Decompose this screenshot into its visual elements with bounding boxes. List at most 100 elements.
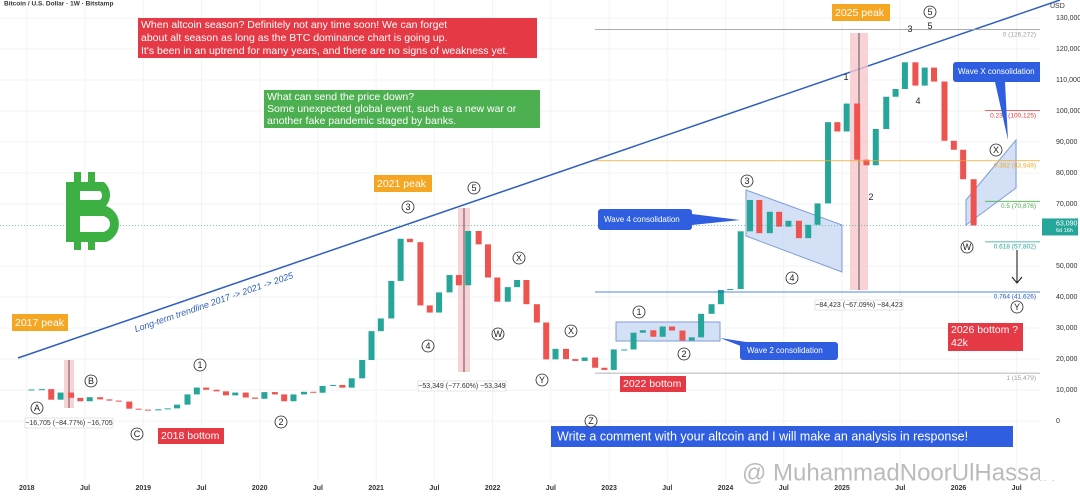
x-tick-label: 2024 [718, 485, 734, 492]
candle [514, 280, 521, 288]
candle [446, 275, 453, 293]
y-tick-label: 100,000 [1056, 108, 1080, 115]
y-tick-label: 120,000 [1056, 46, 1080, 53]
wave-circle [989, 143, 1003, 157]
wave-circle [1010, 300, 1024, 314]
candle [872, 128, 879, 166]
candle [417, 242, 424, 306]
x-tick-label: Jul [313, 485, 323, 492]
candle [650, 330, 657, 337]
note-text: about alt season as long as the BTC domi… [141, 32, 447, 44]
wave-label: Y [539, 375, 545, 385]
fib-label: 0.764 (41,626) [994, 294, 1036, 301]
bottom-box [948, 323, 1023, 351]
wave-label: 1 [197, 360, 202, 370]
candle [601, 367, 608, 370]
candle [552, 348, 559, 360]
wave-label: 3 [744, 176, 749, 186]
candle [523, 280, 530, 305]
candle [68, 392, 75, 398]
candle [572, 359, 579, 361]
x-tick-label: 2020 [252, 485, 268, 492]
candle [174, 404, 181, 409]
x-tick-label: Jul [546, 485, 556, 492]
wave-label: C [134, 429, 141, 439]
forecast-arrow [1011, 276, 1023, 284]
x-tick-label: 2022 [485, 485, 501, 492]
candle [290, 394, 297, 402]
wave-label: 5 [471, 183, 476, 193]
consolidation-box [740, 342, 838, 360]
candle [339, 384, 346, 388]
y-tick-label: 110,000 [1056, 77, 1080, 84]
candle [883, 96, 890, 129]
pointer [720, 338, 746, 348]
fib-label: 0.382 (83,949) [994, 162, 1036, 169]
candle [960, 149, 967, 180]
candle [814, 203, 821, 225]
y-tick-label: 20,000 [1056, 356, 1078, 363]
candle [397, 238, 404, 281]
wave-label: B [88, 376, 94, 386]
peak-label: 2017 peak [15, 317, 65, 329]
fib-label: 1 (15,479) [1006, 375, 1036, 382]
wave-circle [30, 401, 44, 415]
candle [921, 67, 928, 86]
note-box [264, 90, 540, 128]
candle [592, 357, 599, 368]
wave-circle [740, 174, 754, 188]
candle [941, 81, 948, 141]
candle [639, 330, 646, 333]
candle [931, 67, 938, 82]
candle [271, 392, 278, 395]
peak-label: 2021 peak [377, 178, 427, 190]
wave-circle [421, 339, 435, 353]
peak-box [832, 4, 890, 21]
wave-label: Z [588, 416, 594, 426]
candle [465, 231, 472, 286]
bottom-label: 2018 bottom [161, 430, 220, 442]
x-tick-label: Jul [196, 485, 206, 492]
consolidation-channel [965, 138, 1017, 226]
wave-circle [84, 374, 98, 388]
candle [610, 349, 617, 370]
x-tick-label: 2026 [951, 485, 967, 492]
candle [115, 400, 122, 402]
measure-box [814, 299, 904, 311]
note-text: It's been in an uptrend for many years, … [141, 45, 508, 57]
note-text: When altcoin season? Definitely not any … [141, 19, 447, 31]
candle [310, 391, 317, 393]
candle [319, 385, 326, 393]
fib-label: 0.618 (57,802) [994, 244, 1036, 251]
candle [747, 200, 754, 232]
bottom-box [620, 376, 686, 392]
wave-circle [467, 181, 481, 195]
measure-label: −84,423 (−67.09%) −84,423 [815, 302, 902, 309]
y-tick-label: 90,000 [1056, 139, 1078, 146]
candle [126, 401, 133, 409]
candle [261, 392, 268, 399]
candle [950, 140, 957, 150]
y-tick-label: 50,000 [1056, 263, 1078, 270]
wave-label: 5 [927, 21, 932, 31]
wave-circle [564, 324, 578, 338]
candle [805, 224, 812, 239]
candle [756, 200, 763, 234]
y-tick-label: 70,000 [1056, 201, 1078, 208]
x-tick-label: Jul [1012, 485, 1022, 492]
consolidation-channel [615, 321, 721, 342]
peak-box [12, 314, 68, 331]
wave-label: 2 [681, 349, 686, 359]
wave-circle [960, 240, 974, 254]
wave-label: W [494, 329, 503, 339]
measure-label: −53,349 (−77.60%) −53,349 [418, 383, 505, 390]
candle [717, 289, 724, 305]
y-tick-label: 130,000 [1056, 15, 1080, 22]
wave-label: 3 [405, 202, 410, 212]
consolidation-box [598, 209, 692, 230]
candle [222, 391, 229, 396]
candle [144, 409, 151, 411]
candle [679, 330, 686, 341]
candle [155, 409, 162, 411]
watermark: @ MuhammadNoorUlHassan [742, 459, 1056, 486]
